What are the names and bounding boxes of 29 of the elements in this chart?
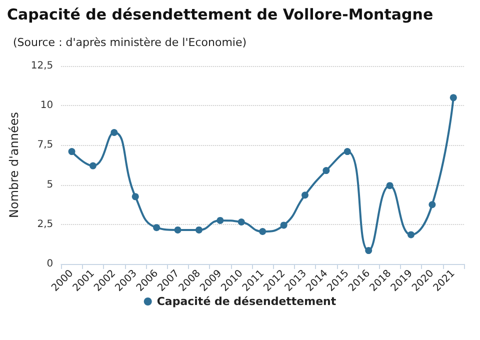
point (386, 182, 394, 190)
point (408, 231, 414, 238)
point (238, 218, 245, 226)
point (195, 226, 202, 234)
point (89, 162, 96, 170)
y-tick-label: 5 (46, 179, 54, 190)
point (344, 148, 351, 156)
point (428, 201, 436, 208)
y-tick-label: 7,5 (37, 140, 54, 151)
y-tick-label: 2,5 (37, 218, 54, 230)
y-tick-label: 12,5 (30, 60, 54, 72)
point (259, 228, 266, 236)
point (132, 193, 139, 200)
legend-label: Capacité de désendettement (156, 295, 336, 308)
chart-subtitle: (Source : d'après ministère de l'Economie) (13, 36, 247, 49)
point (216, 216, 224, 224)
point (450, 94, 457, 102)
point (322, 167, 330, 174)
y-axis-title: Nombre d'années (7, 112, 21, 218)
y-tick-label: 10 (40, 100, 54, 112)
point (153, 224, 160, 232)
point (280, 222, 288, 229)
point (68, 148, 76, 156)
chart-title: Capacité de désendettement de Vollore-Montagne (7, 6, 434, 24)
point (301, 192, 308, 199)
point (365, 247, 372, 254)
y-tick-label: 0 (46, 258, 54, 270)
point (110, 129, 118, 136)
point (174, 226, 182, 234)
